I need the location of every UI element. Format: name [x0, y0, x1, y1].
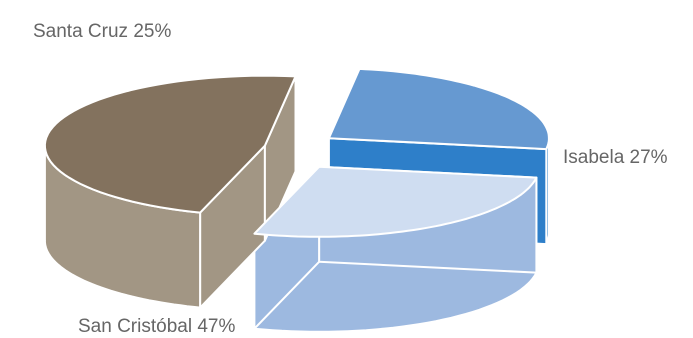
slice-top-santa-cruz — [327, 67, 550, 151]
slice-label-santa-cruz: Santa Cruz 25% — [33, 21, 172, 42]
slice-top-san-crist-bal — [43, 74, 297, 214]
slice-top-isabela — [253, 165, 538, 238]
slice-label-san-cristobal: San Cristóbal 47% — [78, 316, 236, 337]
slice-label-isabela: Isabela 27% — [563, 147, 668, 168]
